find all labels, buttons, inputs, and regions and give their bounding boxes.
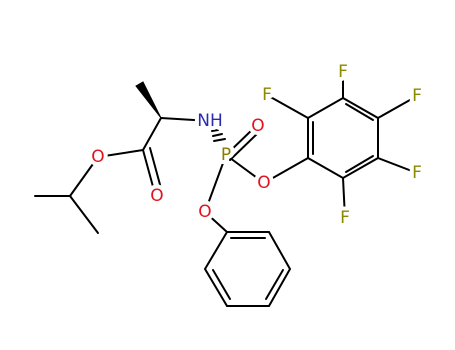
atom-label: F — [340, 208, 350, 228]
bond — [212, 269, 231, 300]
bond — [377, 157, 418, 174]
bond — [97, 149, 144, 158]
bond — [149, 147, 163, 193]
bond — [69, 195, 99, 234]
bond — [263, 157, 309, 184]
bond — [142, 149, 156, 195]
bond — [142, 117, 162, 151]
bond — [225, 154, 265, 184]
wedge-bond — [135, 81, 162, 119]
atom-label: P — [221, 145, 231, 165]
atom-label: O — [251, 116, 264, 136]
atom-label: F — [412, 86, 422, 106]
atom-label: O — [91, 147, 104, 167]
bond — [377, 95, 418, 119]
bond — [345, 103, 374, 121]
atom-label: F — [412, 163, 422, 183]
hashed-bond — [211, 129, 226, 142]
bond — [345, 155, 374, 173]
hash — [213, 138, 226, 142]
bond — [229, 130, 261, 161]
atom-label: NH — [197, 111, 223, 131]
atom-label: F — [338, 62, 348, 82]
hash — [212, 133, 223, 137]
bond — [204, 154, 227, 213]
atom-label: O — [150, 186, 163, 206]
bond — [266, 94, 309, 119]
atom-label: O — [198, 202, 211, 222]
atom-label: F — [262, 85, 272, 105]
bond — [265, 269, 284, 300]
bond — [160, 117, 211, 122]
bond — [69, 156, 99, 197]
bond — [204, 211, 228, 233]
atom-labels: NH O P O O O O F F F F F — [87, 58, 426, 232]
ring — [203, 231, 292, 307]
atom-label: O — [257, 173, 270, 193]
ring — [307, 96, 379, 180]
bond — [225, 125, 257, 156]
hash — [211, 129, 219, 132]
bonds — [34, 71, 418, 307]
bond — [342, 177, 346, 219]
